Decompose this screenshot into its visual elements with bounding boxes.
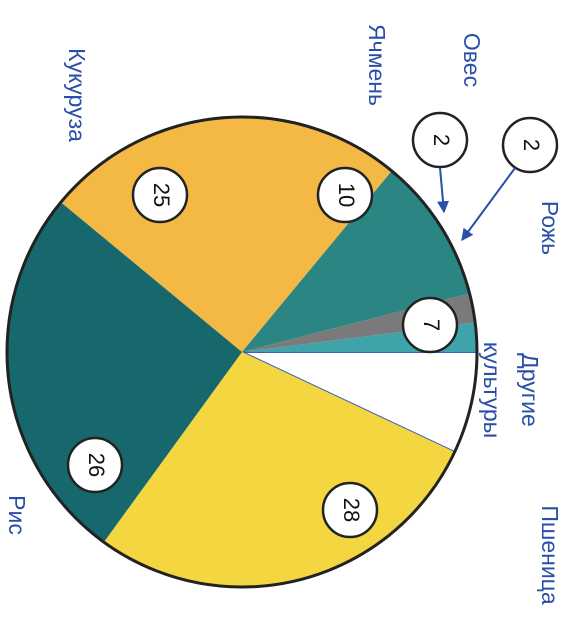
value-badge [316,166,374,224]
category-label: Пшеница [537,505,563,604]
value-badge [321,481,379,539]
value-label: 26 [84,453,109,477]
category-label: Ячмень [364,24,390,106]
value-badge [401,296,459,354]
value-badge [131,166,189,224]
value-label: 2 [519,139,544,151]
value-label: 2 [429,134,454,146]
value-label: 25 [149,183,174,207]
arrow [461,167,516,241]
value-label: 10 [334,183,359,207]
value-badge [501,116,559,174]
value-badge [411,111,469,169]
arrow [437,167,449,214]
labels: 7 Другиекультуры 28 Пшеница 26 Рис 25 Кукуруза 1… [4,24,563,605]
value-badge [66,436,124,494]
value-label: 7 [419,319,444,331]
category-label: Рожь [537,201,563,255]
pie [5,115,479,589]
value-label: 28 [339,498,364,522]
pie-slice [6,202,242,543]
category-label: Рис [4,495,30,535]
pie-outline [5,115,479,589]
category-label: Овес [459,33,485,87]
category-label: Другиекультуры [479,342,543,438]
category-label: Кукуруза [64,48,90,142]
